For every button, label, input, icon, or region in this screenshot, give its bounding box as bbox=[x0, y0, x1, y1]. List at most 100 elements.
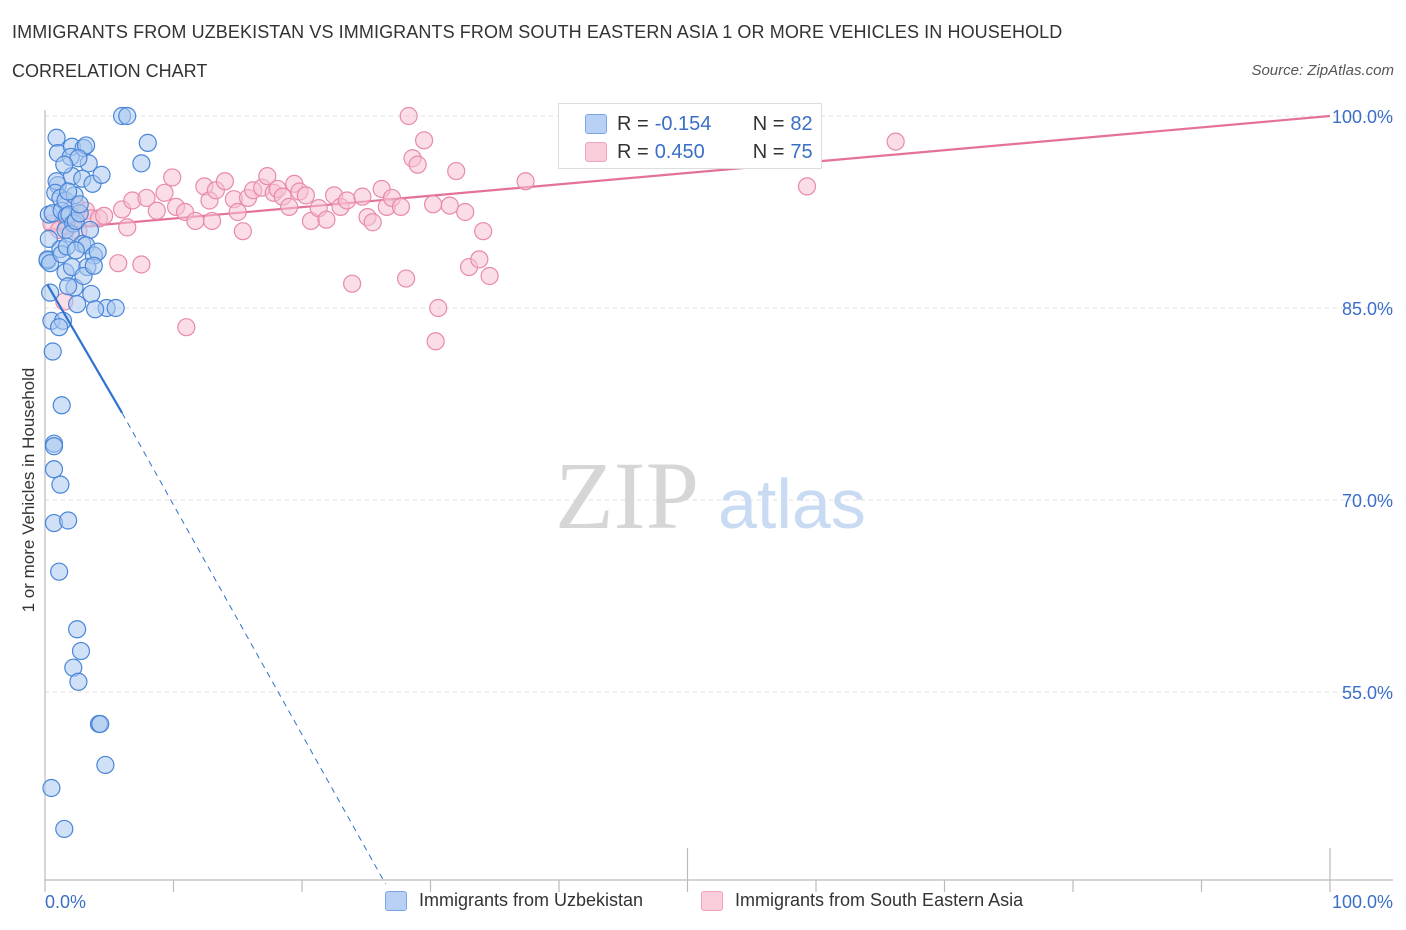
data-point bbox=[480, 266, 499, 286]
data-point bbox=[337, 191, 357, 210]
stats-legend: R = -0.154 N = 82 R = 0.450 N = 75 bbox=[558, 103, 822, 169]
n-label: N = bbox=[752, 112, 785, 135]
data-point bbox=[456, 202, 475, 222]
legend-label-south-eastern-asia: Immigrants from South Eastern Asia bbox=[735, 890, 1024, 910]
data-point bbox=[228, 202, 247, 222]
data-point bbox=[138, 133, 157, 152]
data-point bbox=[440, 196, 459, 215]
data-point bbox=[343, 274, 362, 293]
data-point bbox=[52, 396, 71, 415]
data-point bbox=[51, 475, 70, 494]
chart-subtitle: CORRELATION CHART bbox=[12, 61, 208, 81]
x-tick-label-max: 100.0% bbox=[1332, 892, 1393, 912]
y-tick-labels: 100.0% 85.0% 70.0% 55.0% bbox=[1332, 107, 1393, 703]
r-label: R = bbox=[617, 140, 649, 163]
data-point bbox=[70, 195, 89, 214]
data-point bbox=[86, 300, 105, 319]
data-point bbox=[474, 222, 493, 241]
n-label: N = bbox=[752, 140, 785, 163]
data-point bbox=[59, 182, 78, 201]
data-point bbox=[186, 211, 205, 231]
data-point bbox=[391, 197, 411, 216]
legend-item-uzbekistan: Immigrants from Uzbekistan bbox=[385, 890, 643, 911]
watermark: ZIP atlas bbox=[555, 442, 866, 549]
data-point bbox=[408, 155, 427, 174]
legend-swatch-blue bbox=[385, 890, 407, 911]
data-point bbox=[84, 256, 103, 275]
legend-swatch-pink bbox=[585, 142, 607, 162]
series-south-eastern-asia bbox=[42, 106, 905, 351]
data-point bbox=[317, 210, 336, 229]
trend-line-south-eastern-asia bbox=[44, 114, 1331, 232]
data-point bbox=[55, 155, 74, 174]
data-point bbox=[426, 332, 445, 351]
data-point bbox=[147, 201, 166, 220]
legend-swatch-pink bbox=[701, 890, 723, 911]
y-tick-label: 55.0% bbox=[1342, 683, 1393, 703]
x-tick-label-min: 0.0% bbox=[45, 892, 86, 912]
r-value: 0.450 bbox=[654, 140, 705, 163]
watermark-zip: ZIP bbox=[555, 442, 699, 549]
data-point bbox=[423, 195, 443, 214]
data-point bbox=[886, 132, 905, 151]
data-point bbox=[50, 318, 69, 337]
data-point bbox=[106, 298, 125, 318]
legend-label-uzbekistan: Immigrants from Uzbekistan bbox=[419, 890, 644, 910]
stats-row-south-eastern-asia: R = 0.450 N = 75 bbox=[585, 140, 813, 164]
n-value: 82 bbox=[790, 112, 813, 135]
data-point bbox=[233, 222, 252, 241]
data-point bbox=[516, 172, 535, 191]
legend-swatch-blue bbox=[585, 114, 607, 134]
data-point bbox=[132, 154, 151, 173]
y-axis-label: 1 or more Vehicles in Household bbox=[19, 367, 38, 613]
data-point bbox=[96, 755, 115, 775]
data-point bbox=[69, 672, 88, 691]
y-tick-label: 70.0% bbox=[1342, 491, 1393, 511]
data-point bbox=[429, 298, 448, 318]
stats-row-uzbekistan: R = -0.154 N = 82 bbox=[585, 112, 813, 136]
data-point bbox=[91, 714, 110, 734]
n-value: 75 bbox=[790, 140, 813, 163]
r-label: R = bbox=[617, 112, 649, 135]
watermark-atlas: atlas bbox=[718, 465, 866, 543]
data-point bbox=[447, 161, 466, 181]
data-point bbox=[59, 511, 78, 530]
data-point bbox=[363, 213, 382, 232]
y-tick-label: 85.0% bbox=[1342, 299, 1393, 319]
data-point bbox=[92, 165, 111, 184]
data-point bbox=[44, 437, 64, 456]
r-value: -0.154 bbox=[654, 112, 712, 135]
chart-title: IMMIGRANTS FROM UZBEKISTAN VS IMMIGRANTS… bbox=[12, 22, 1063, 42]
legend-item-south-eastern-asia: Immigrants from South Eastern Asia bbox=[701, 890, 1023, 911]
data-point bbox=[215, 172, 234, 191]
series-uzbekistan bbox=[38, 106, 157, 839]
data-point bbox=[39, 229, 58, 248]
data-point bbox=[177, 318, 196, 337]
data-point bbox=[296, 186, 315, 205]
source-credit: Source: ZipAtlas.com bbox=[1251, 62, 1394, 79]
data-point bbox=[68, 295, 87, 314]
data-point bbox=[68, 620, 87, 639]
data-point bbox=[66, 241, 85, 260]
data-point bbox=[82, 284, 101, 304]
data-point bbox=[396, 269, 416, 288]
data-point bbox=[50, 562, 69, 581]
data-point bbox=[202, 211, 222, 231]
data-point bbox=[43, 342, 62, 361]
data-point bbox=[118, 106, 137, 126]
data-point bbox=[109, 254, 128, 273]
data-point bbox=[44, 460, 64, 479]
trend-line-solid bbox=[44, 114, 1331, 232]
data-point bbox=[71, 641, 91, 661]
data-point bbox=[95, 206, 114, 225]
data-point bbox=[797, 177, 817, 196]
data-point bbox=[155, 183, 174, 202]
data-point bbox=[414, 131, 434, 150]
data-point bbox=[59, 277, 78, 296]
data-point bbox=[163, 168, 182, 187]
data-point bbox=[280, 197, 299, 216]
data-point bbox=[47, 128, 66, 147]
data-point bbox=[137, 188, 156, 208]
trend-line-uzbekistan bbox=[46, 284, 386, 885]
